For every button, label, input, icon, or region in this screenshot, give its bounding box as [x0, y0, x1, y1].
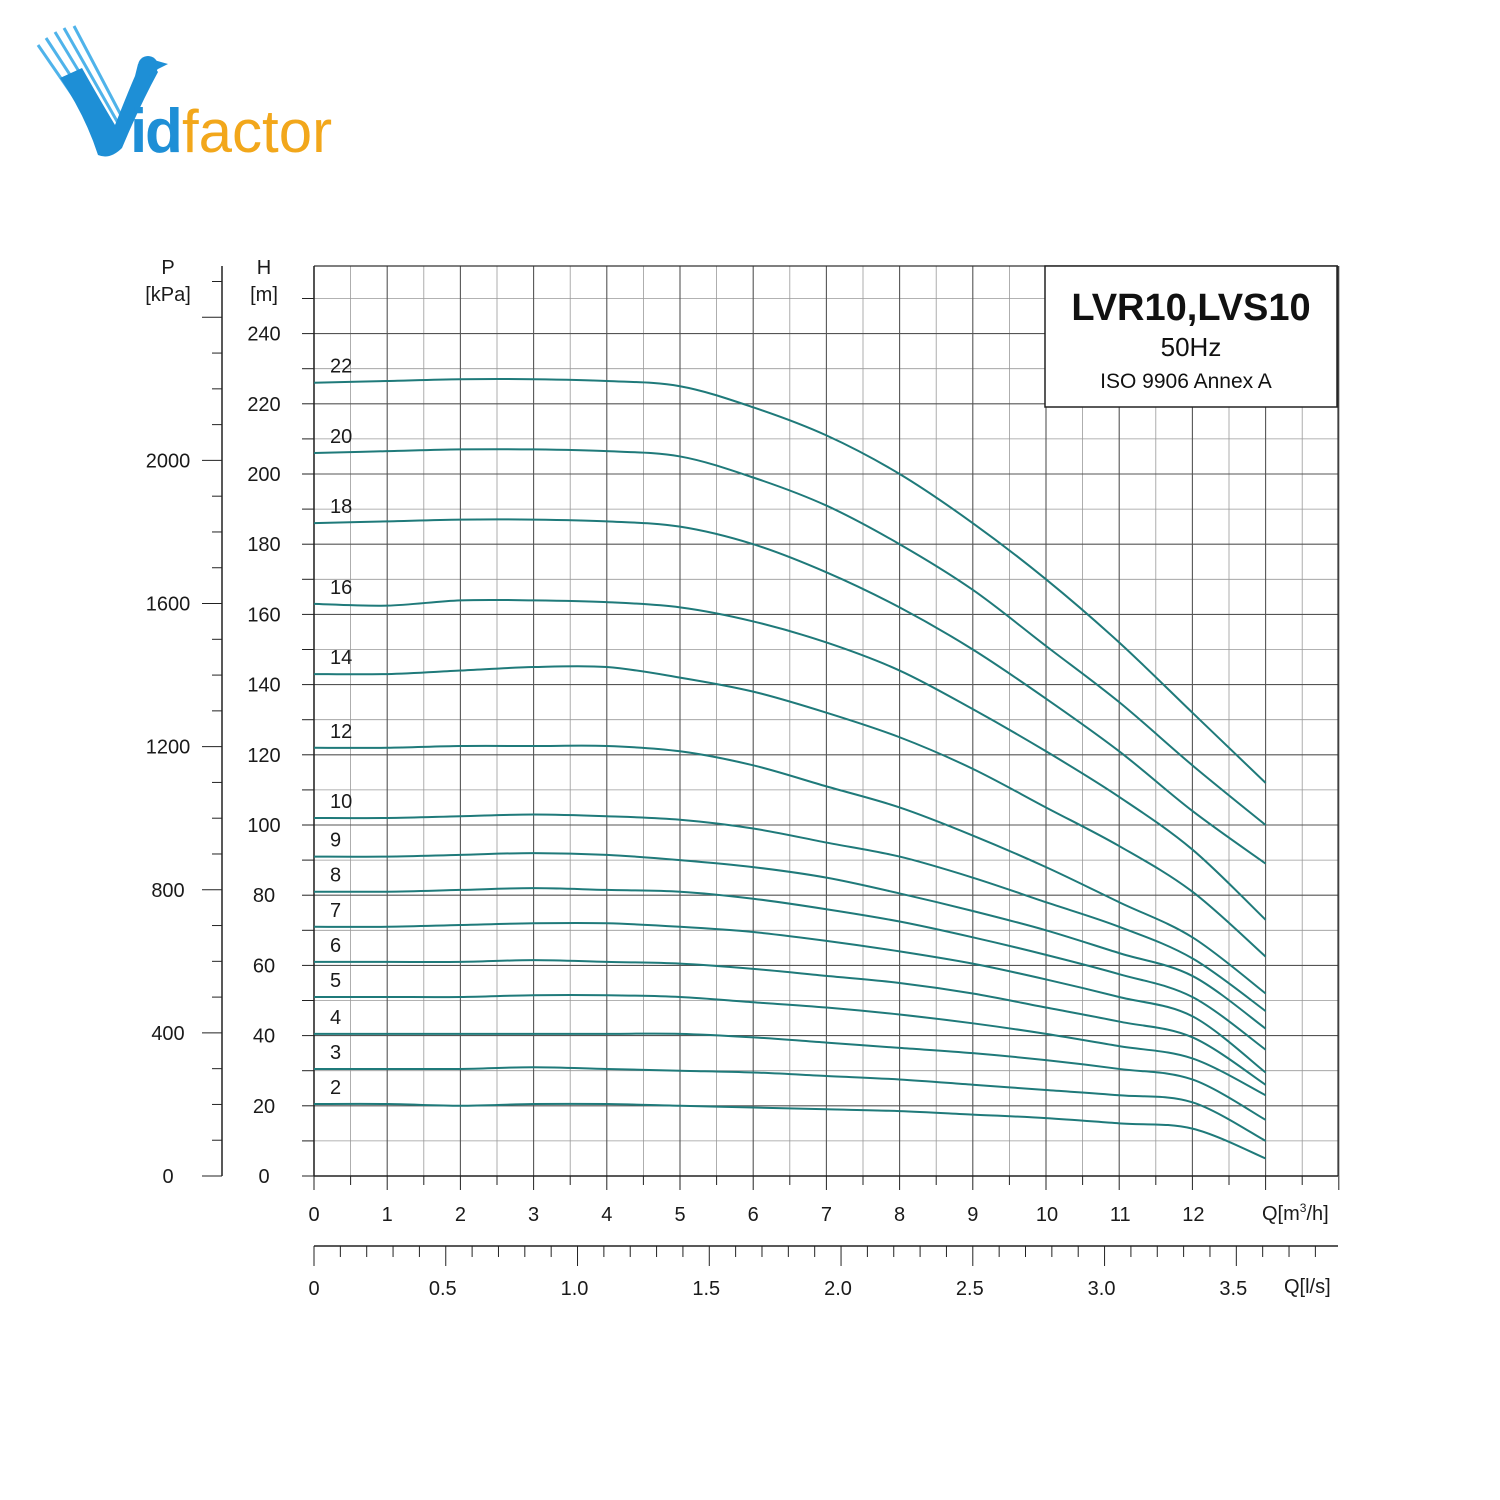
- x-tick-label: 12: [1182, 1204, 1204, 1226]
- x-tick-label: 1: [382, 1204, 393, 1226]
- pump-curve-6: [313, 959, 1267, 1086]
- curve-label-18: 18: [330, 496, 352, 518]
- h-tick-label: 200: [247, 464, 280, 486]
- x-axis-title-ls: Q[l/s]: [1284, 1276, 1331, 1298]
- labels: 0204060801001201401601802002202400400800…: [146, 324, 1247, 1300]
- x-tick-label: 4: [601, 1204, 612, 1226]
- p-tick-label: 0: [162, 1166, 173, 1188]
- h-tick-label: 40: [253, 1026, 275, 1048]
- x-tick-label: 3: [528, 1204, 539, 1226]
- x-tick-label: 8: [894, 1204, 905, 1226]
- pump-curve-16: [313, 598, 1267, 921]
- curve-label-20: 20: [330, 426, 352, 448]
- pump-curve-18: [313, 518, 1267, 865]
- h-tick-label: 80: [253, 885, 275, 907]
- vidfactor-logo: i d factor: [36, 25, 332, 166]
- x-tick-label: 7: [821, 1204, 832, 1226]
- grid-major: [313, 266, 1340, 1177]
- x-tick-label: 5: [674, 1204, 685, 1226]
- x-tick-label: 11: [1110, 1204, 1131, 1226]
- h-tick-label: 180: [247, 534, 280, 556]
- h-tick-label: 220: [247, 394, 280, 416]
- x-tick-label: 0: [308, 1204, 319, 1226]
- p-tick-label: 400: [151, 1023, 184, 1045]
- pump-curve-7: [313, 921, 1267, 1074]
- h-tick-label: 20: [253, 1096, 275, 1118]
- h-axis-unit: [m]: [250, 284, 278, 306]
- curve-label-2: 2: [330, 1077, 341, 1099]
- curve-label-7: 7: [330, 900, 341, 922]
- p-tick-label: 800: [151, 880, 184, 902]
- curve-label-4: 4: [330, 1007, 341, 1029]
- p-axis-unit: [kPa]: [145, 284, 191, 306]
- svg-text:i: i: [130, 97, 147, 166]
- h-tick-label: 100: [247, 815, 280, 837]
- curve-label-6: 6: [330, 935, 341, 957]
- pump-curve-9: [313, 852, 1267, 1030]
- pump-curve-2: [313, 1102, 1266, 1160]
- p-tick-label: 2000: [146, 450, 191, 472]
- ls-tick-label: 0.5: [429, 1278, 457, 1300]
- ls-tick-label: 0: [308, 1278, 319, 1300]
- pump-curve-12: [313, 744, 1267, 995]
- v-letter-icon: [60, 63, 158, 157]
- p-axis-title: P: [161, 257, 174, 279]
- ls-tick-label: 3.0: [1088, 1278, 1116, 1300]
- curves: [313, 378, 1267, 1160]
- axes: [202, 265, 1340, 1266]
- chart-title: LVR10,LVS10: [1071, 287, 1310, 329]
- ls-tick-label: 1.0: [561, 1278, 589, 1300]
- curve-label-3: 3: [330, 1042, 341, 1064]
- chart-standard-note: ISO 9906 Annex A: [1100, 370, 1272, 393]
- x-tick-label: 6: [748, 1204, 759, 1226]
- h-tick-label: 120: [247, 745, 280, 767]
- title-box: LVR10,LVS10 50Hz ISO 9906 Annex A: [1044, 265, 1338, 408]
- h-tick-label: 0: [258, 1166, 269, 1188]
- ls-tick-label: 2.5: [956, 1278, 984, 1300]
- h-axis-title: H: [257, 257, 271, 279]
- svg-text:factor: factor: [182, 98, 332, 165]
- pump-curve-20: [313, 448, 1267, 826]
- x-tick-label: 2: [455, 1204, 466, 1226]
- curve-label-22: 22: [330, 356, 352, 378]
- curve-label-14: 14: [330, 647, 352, 669]
- x-tick-label: 9: [967, 1204, 978, 1226]
- h-tick-label: 160: [247, 604, 280, 626]
- p-tick-label: 1200: [146, 737, 191, 759]
- curve-label-9: 9: [330, 830, 341, 852]
- ls-tick-label: 1.5: [692, 1278, 720, 1300]
- curve-label-12: 12: [330, 721, 352, 743]
- h-tick-label: 140: [247, 675, 280, 697]
- curve-label-5: 5: [330, 970, 341, 992]
- chart-subtitle: 50Hz: [1161, 332, 1222, 362]
- svg-text:d: d: [145, 97, 183, 166]
- pump-curve-4: [313, 1032, 1267, 1121]
- curve-label-16: 16: [330, 577, 352, 599]
- h-tick-label: 60: [253, 955, 275, 977]
- h-tick-label: 240: [247, 324, 280, 346]
- x-tick-label: 10: [1036, 1204, 1058, 1226]
- curve-label-8: 8: [330, 865, 341, 887]
- pump-curve-5: [314, 994, 1267, 1097]
- curve-label-10: 10: [330, 791, 352, 813]
- ls-tick-label: 2.0: [824, 1278, 852, 1300]
- ls-tick-label: 3.5: [1219, 1278, 1247, 1300]
- pump-curve-22: [313, 378, 1267, 784]
- p-tick-label: 1600: [146, 594, 191, 616]
- pump-curve-3: [314, 1066, 1267, 1142]
- pump-curve-8: [313, 887, 1267, 1051]
- pump-curve-10: [313, 813, 1267, 1012]
- x-axis-title-m3h: Q[m3/h]: [1262, 1201, 1329, 1225]
- pump-curve-14: [313, 665, 1267, 958]
